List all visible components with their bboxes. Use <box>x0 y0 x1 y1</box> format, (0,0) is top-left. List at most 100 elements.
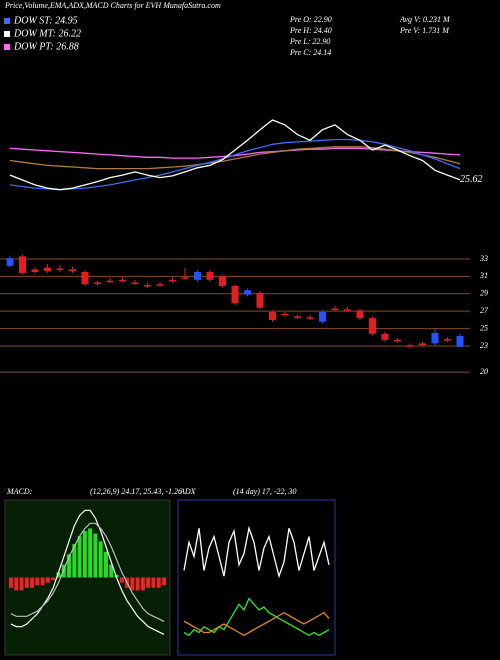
candle-body <box>69 269 76 272</box>
panel-background <box>177 499 336 656</box>
histogram-bar <box>98 541 103 578</box>
chart-title: Price,Volume,EMA,ADX,MACD Charts for EVH… <box>4 1 221 10</box>
price-info: Pre C: 24.14 <box>289 48 331 57</box>
histogram-bar <box>9 577 13 588</box>
last-price: 25.62 <box>460 174 483 185</box>
candle-body <box>431 332 439 344</box>
panel-title: ADX <box>179 487 197 496</box>
histogram-bar <box>24 577 29 588</box>
candle-body <box>194 271 201 280</box>
legend-swatch <box>4 44 10 50</box>
histogram-bar <box>146 577 151 588</box>
line-series <box>9 147 461 159</box>
histogram-bar <box>77 536 82 578</box>
candle-body <box>169 279 176 282</box>
panel-subtitle: (14 day) 17, -22, 30 <box>233 487 297 496</box>
candle-body <box>206 271 214 280</box>
candle-body <box>369 318 376 334</box>
line-series <box>183 611 330 637</box>
histogram-bar <box>35 577 40 586</box>
histogram-bar <box>30 577 35 588</box>
price-info: Pre O: 22.90 <box>289 15 332 24</box>
y-tick-label: 31 <box>479 271 488 280</box>
histogram-bar <box>109 564 114 578</box>
histogram-bar <box>162 577 166 586</box>
y-tick-label: 29 <box>480 289 488 298</box>
line-series <box>10 522 165 622</box>
histogram-bar <box>135 577 140 591</box>
candle-body <box>131 282 139 284</box>
histogram-bar <box>19 577 24 591</box>
y-tick-label: 20 <box>480 367 488 376</box>
panel-background <box>4 499 171 656</box>
candle-body <box>456 336 464 347</box>
candle-body <box>394 339 401 342</box>
y-tick-label: 27 <box>480 306 489 315</box>
candle-body <box>244 290 251 295</box>
candle-body <box>381 333 389 340</box>
candle-body <box>344 309 351 311</box>
histogram-bar <box>82 531 87 578</box>
legend-label: DOW PT: 26.88 <box>13 41 79 52</box>
y-tick-label: 33 <box>479 254 488 263</box>
candle-body <box>19 256 26 273</box>
histogram-bar <box>130 577 135 591</box>
line-series <box>9 138 461 191</box>
candle-body <box>256 292 264 308</box>
histogram-bar <box>103 551 108 578</box>
volume-info: Avg V: 0.231 M <box>399 15 451 24</box>
y-tick-label: 25 <box>480 323 488 332</box>
line-series <box>183 525 330 579</box>
candle-body <box>106 280 114 283</box>
histogram-bar <box>51 577 56 581</box>
y-tick-label: 23 <box>480 341 488 350</box>
histogram-bar <box>156 577 161 588</box>
legend-label: DOW ST: 24.95 <box>13 15 78 26</box>
candle-body <box>406 345 414 347</box>
candle-body <box>94 282 101 284</box>
histogram-bar <box>88 528 93 578</box>
legend-label: DOW MT: 26.22 <box>13 28 81 39</box>
candle-body <box>119 279 126 282</box>
candle-body <box>144 285 151 287</box>
candle-body <box>56 268 64 271</box>
candle-body <box>44 267 51 272</box>
candle-body <box>294 316 301 318</box>
candle-body <box>281 313 289 316</box>
histogram-bar <box>56 572 61 578</box>
line-series <box>9 119 461 191</box>
line-series <box>183 597 330 637</box>
histogram-bar <box>93 533 98 578</box>
candle-body <box>231 285 239 304</box>
price-info: Pre L: 22.90 <box>289 37 330 46</box>
candle-body <box>31 269 39 272</box>
histogram-bar <box>45 577 50 583</box>
volume-info: Pre V: 1.731 M <box>399 26 450 35</box>
candle-body <box>331 308 339 311</box>
histogram-bar <box>140 577 145 591</box>
line-series <box>9 146 461 170</box>
candle-body <box>81 271 89 285</box>
candle-body <box>156 284 164 286</box>
candle-body <box>356 310 364 319</box>
histogram-bar <box>67 554 72 578</box>
legend-swatch <box>4 18 10 24</box>
panel-subtitle: (12,26,9) 24.17, 25.43, -1.26 <box>90 487 182 496</box>
candle-body <box>181 277 189 279</box>
price-info: Pre H: 24.40 <box>289 26 332 35</box>
histogram-bar <box>151 577 156 588</box>
legend-swatch <box>4 31 10 37</box>
histogram-bar <box>14 577 19 591</box>
candle-body <box>419 343 426 346</box>
histogram-bar <box>119 577 124 583</box>
candle-body <box>319 312 326 322</box>
panel-title: MACD: <box>6 487 33 496</box>
histogram-bar <box>40 577 45 586</box>
line-series <box>10 509 165 635</box>
candle-body <box>219 276 226 286</box>
candle-body <box>6 258 14 266</box>
candle-body <box>306 317 314 319</box>
candle-body <box>444 339 451 341</box>
